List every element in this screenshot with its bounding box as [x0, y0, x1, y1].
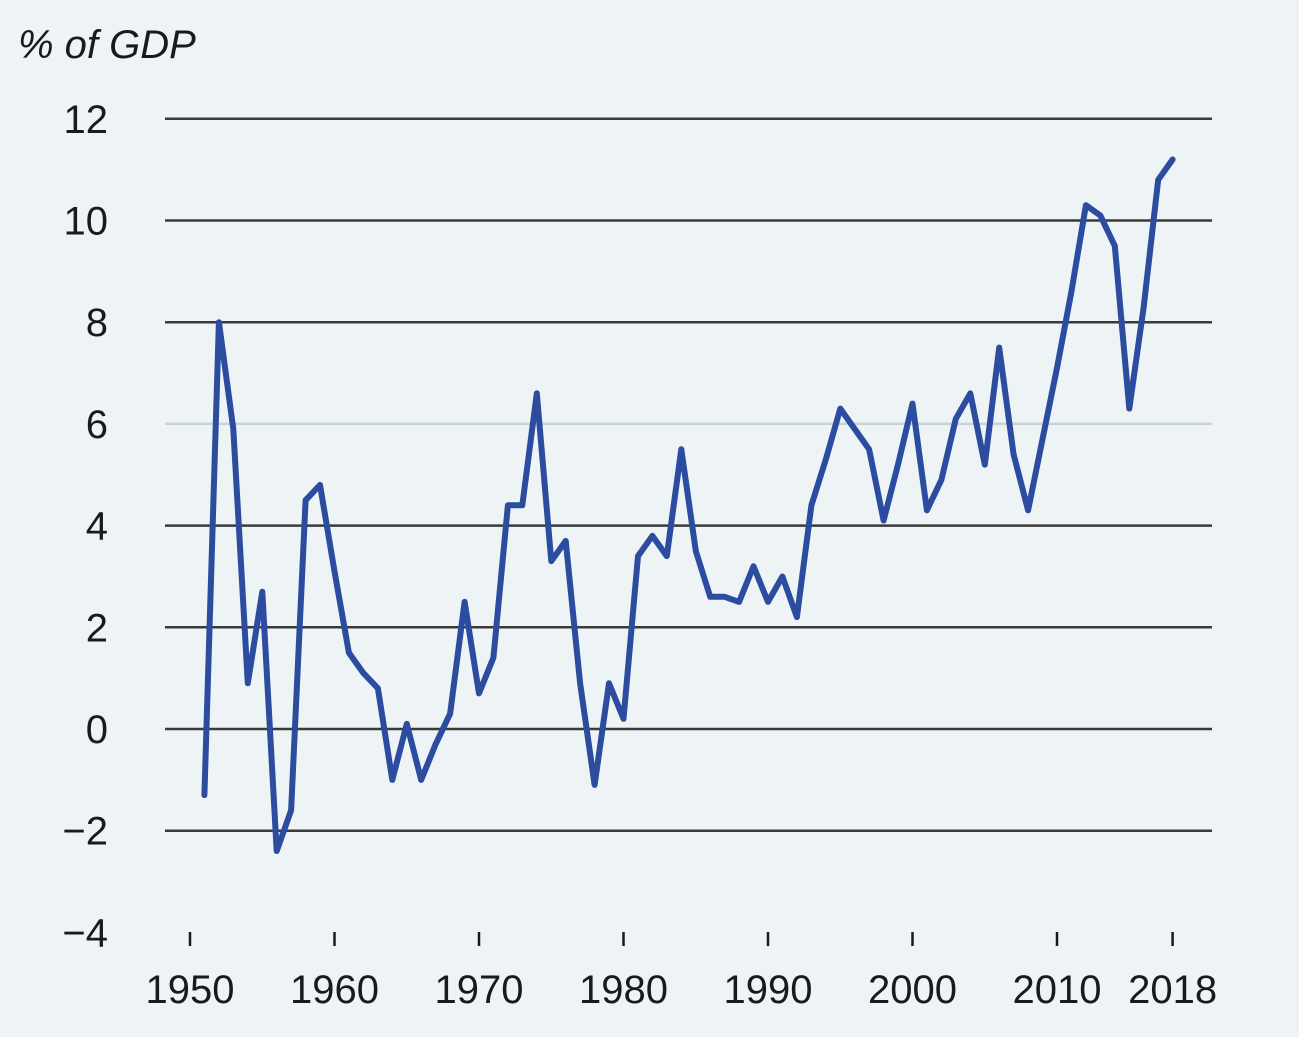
x-tick-label: 1980 — [579, 968, 668, 1012]
x-tick-label: 1950 — [146, 968, 235, 1012]
gridlines — [165, 117, 1212, 832]
y-tick-label: 4 — [86, 505, 108, 549]
x-tick-label: 2010 — [1013, 968, 1102, 1012]
y-axis: 12 10 8 6 4 2 0 −2 −4 — [62, 98, 108, 956]
x-tick-label: 1990 — [724, 968, 813, 1012]
series-line — [201, 156, 1176, 854]
y-tick-label: 0 — [86, 708, 108, 752]
x-axis: 1950 1960 1970 1980 1990 2000 2010 2018 — [146, 932, 1217, 1012]
x-tick-label: 2000 — [868, 968, 957, 1012]
y-tick-label: 6 — [86, 403, 108, 447]
y-tick-label: −2 — [62, 810, 108, 854]
y-tick-label: 10 — [64, 200, 109, 244]
series-group — [201, 156, 1176, 854]
x-tick-label: 2018 — [1128, 968, 1217, 1012]
y-tick-label: 2 — [86, 606, 108, 650]
x-tick-label: 1970 — [435, 968, 524, 1012]
y-tick-label: 8 — [86, 301, 108, 345]
y-tick-label: 12 — [64, 98, 109, 142]
y-axis-label: % of GDP — [18, 23, 196, 67]
y-tick-label: −4 — [62, 911, 108, 955]
x-tick-label: 1960 — [290, 968, 379, 1012]
